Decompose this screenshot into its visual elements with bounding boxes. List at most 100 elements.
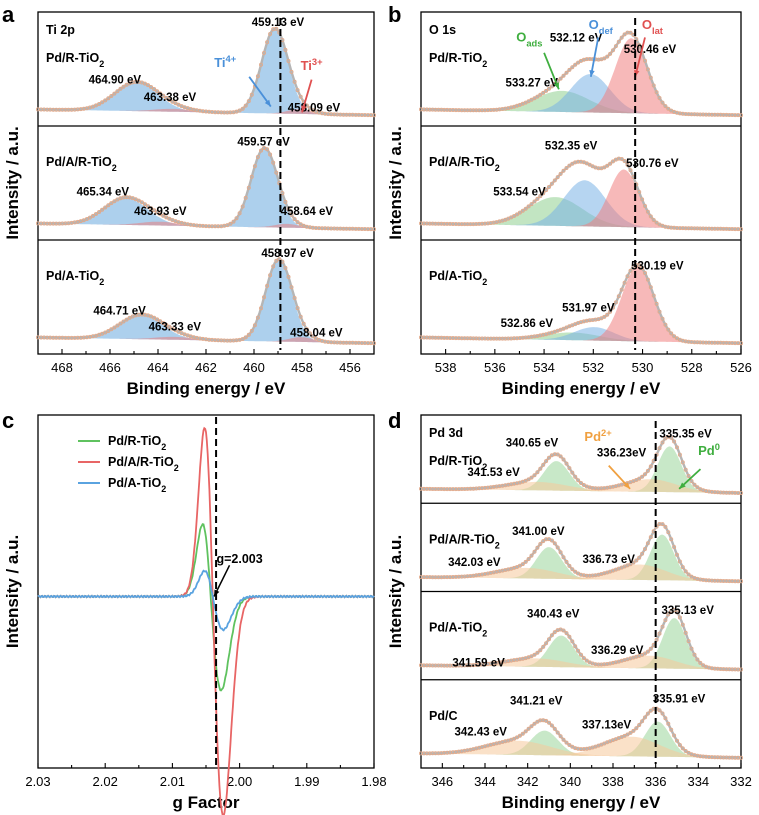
- data-point: [654, 220, 659, 225]
- data-point: [161, 213, 166, 218]
- data-point: [529, 654, 534, 659]
- data-point: [532, 96, 537, 101]
- data-point: [280, 191, 285, 196]
- data-point: [526, 557, 531, 562]
- y-axis-label: Intensity / a.u.: [386, 126, 405, 239]
- data-point: [648, 75, 653, 80]
- fit-envelope: [37, 27, 374, 117]
- x-tick-label: 460: [243, 360, 265, 375]
- data-point: [611, 305, 616, 310]
- peak-position-label: 342.43 eV: [455, 726, 508, 738]
- x-tick-label: 340: [559, 774, 581, 789]
- arrow-head: [264, 99, 271, 107]
- data-point: [573, 62, 578, 67]
- data-point: [544, 641, 549, 646]
- data-point: [549, 181, 554, 186]
- component-peak: [38, 82, 374, 116]
- data-point: [523, 559, 528, 564]
- data-point: [613, 44, 618, 49]
- annotation-arrow: [543, 52, 560, 90]
- data-point: [686, 572, 691, 577]
- data-point: [532, 652, 537, 657]
- data-point: [602, 165, 607, 170]
- fit-envelope: [37, 257, 374, 345]
- data-point: [133, 197, 138, 202]
- data-point: [265, 40, 270, 45]
- data-point: [237, 211, 242, 216]
- data-point: [558, 171, 563, 176]
- data-point: [739, 755, 744, 760]
- data-point: [573, 474, 578, 479]
- data-point: [541, 462, 546, 467]
- x-tick-label: 332: [730, 774, 752, 789]
- data-point: [625, 732, 630, 737]
- data-point: [552, 178, 557, 183]
- component-peak: [38, 109, 374, 116]
- data-point: [648, 646, 653, 651]
- data-point: [310, 108, 315, 113]
- data-point: [643, 472, 648, 477]
- data-point: [567, 67, 572, 72]
- data-point: [115, 89, 120, 94]
- epr-series-line: [37, 426, 375, 815]
- data-point: [237, 108, 242, 113]
- sample-label: Pd/A/R-TiO2: [46, 155, 117, 173]
- data-point: [605, 312, 610, 317]
- data-point: [549, 84, 554, 89]
- data-point: [645, 277, 650, 282]
- data-point: [547, 720, 552, 725]
- data-point: [608, 51, 613, 56]
- data-point: [538, 194, 543, 199]
- data-point: [666, 721, 671, 726]
- data-point: [158, 319, 163, 324]
- data-point: [295, 88, 300, 93]
- data-point: [567, 634, 572, 639]
- data-point: [529, 202, 534, 207]
- data-point: [637, 263, 642, 268]
- data-point: [289, 285, 294, 290]
- data-point: [292, 79, 297, 84]
- peak-position-label: 458.64 eV: [281, 206, 334, 218]
- data-point: [541, 539, 546, 544]
- data-point: [625, 274, 630, 279]
- data-point: [274, 258, 279, 263]
- x-tick-label: 456: [339, 360, 361, 375]
- data-point: [304, 103, 309, 108]
- component-annotation: Odef: [589, 17, 614, 36]
- data-point: [579, 480, 584, 485]
- peak-position-label: 341.53 eV: [467, 467, 520, 479]
- data-point: [517, 563, 522, 568]
- panel-c: c 2.03 2.02 2.01 2.00 1.99 1.98 g Factor Intensi…: [2, 408, 387, 815]
- data-point: [663, 524, 668, 529]
- data-point: [283, 265, 288, 270]
- data-point: [602, 56, 607, 61]
- data-point: [573, 644, 578, 649]
- data-point: [637, 189, 642, 194]
- region-label: O 1s: [429, 23, 456, 37]
- data-point: [677, 615, 682, 620]
- data-point: [310, 334, 315, 339]
- peak-position-label: 458.04 eV: [290, 327, 343, 339]
- data-point: [648, 285, 653, 290]
- data-point: [605, 163, 610, 168]
- x-tick-label: 534: [533, 360, 555, 375]
- data-point: [243, 103, 248, 108]
- data-point: [637, 43, 642, 48]
- data-point: [657, 708, 662, 713]
- data-point: [97, 102, 102, 107]
- data-point: [680, 622, 685, 627]
- data-point: [517, 210, 522, 215]
- subplot-0: Pd/R-TiO2 O 1s 532.12 eV 533.27 eV 530.46 eV…: [418, 17, 744, 118]
- arrow-head: [553, 82, 559, 90]
- data-point: [255, 74, 260, 79]
- data-point: [739, 341, 744, 346]
- annotation-arrow: [589, 37, 600, 77]
- data-point: [651, 293, 656, 298]
- data-point: [643, 715, 648, 720]
- peak-position-label: 464.71 eV: [93, 305, 146, 317]
- data-point: [246, 185, 251, 190]
- data-point: [677, 452, 682, 457]
- data-point: [564, 631, 569, 636]
- data-point: [552, 630, 557, 635]
- data-point: [622, 32, 627, 37]
